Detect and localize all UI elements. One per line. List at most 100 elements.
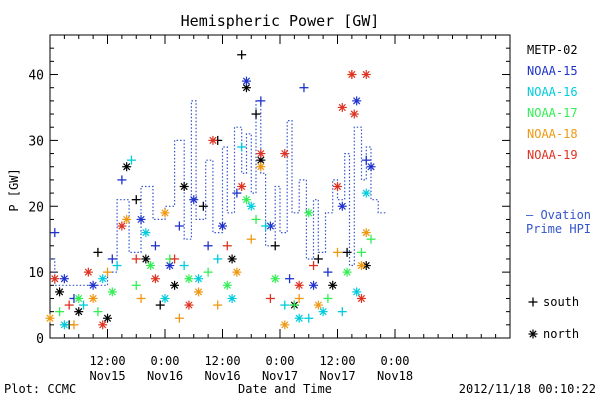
noaa-17-south-point [203, 267, 213, 277]
chart-title: Hemispheric Power [GW] [181, 12, 380, 30]
footer-timestamp: 2012/11/18 00:10:22 [459, 382, 596, 396]
metp-02-south-point [93, 247, 103, 257]
plot-frame [49, 34, 511, 339]
noaa-16-south-point [126, 155, 136, 165]
noaa-16-north-point [352, 287, 362, 297]
noaa-19-south-point [222, 241, 232, 251]
noaa-17-north-point [342, 267, 352, 277]
y-tick-label: 20 [28, 200, 44, 215]
legend-entry-noaa-19: NOAA-19 [527, 148, 578, 162]
noaa-16-south-point [179, 261, 189, 271]
legend-entry-noaa-16: NOAA-16 [527, 85, 578, 99]
noaa-17-south-point [366, 234, 376, 244]
axis-ticks: 01020304012:00Nov150:00Nov1612:00Nov160:… [28, 34, 511, 383]
noaa-16-south-point [79, 300, 89, 310]
noaa-15-north-point [309, 280, 319, 290]
noaa-19-north-point [349, 109, 359, 119]
legend-marker-north [528, 329, 538, 339]
x-tick-label-date: Nov17 [262, 369, 298, 383]
noaa-19-south-point [64, 300, 74, 310]
legend-ovation-line1: — Ovation [526, 208, 591, 222]
noaa-19-north-point [184, 300, 194, 310]
noaa-18-south-point [294, 293, 304, 303]
noaa-17-north-point [146, 261, 156, 271]
noaa-19-north-point [337, 102, 347, 112]
noaa-15-south-point [256, 96, 266, 106]
metp-02-north-point [55, 287, 65, 297]
noaa-17-north-point [222, 280, 232, 290]
noaa-17-north-point [304, 208, 314, 218]
noaa-18-south-point [213, 300, 223, 310]
noaa-17-south-point [323, 293, 333, 303]
noaa-15-south-point [285, 274, 295, 284]
noaa-19-north-point [50, 274, 60, 284]
x-tick-label-date: Nov16 [204, 369, 240, 383]
noaa-18-north-point [280, 320, 290, 330]
noaa-18-north-point [356, 261, 366, 271]
noaa-15-north-point [136, 214, 146, 224]
noaa-17-north-point [241, 195, 251, 205]
noaa-16-south-point [261, 221, 271, 231]
noaa-19-north-point [280, 149, 290, 159]
y-tick-label: 30 [28, 134, 44, 149]
noaa-17-south-point [93, 307, 103, 317]
x-tick-label-date: Nov16 [147, 369, 183, 383]
noaa-18-north-point [232, 267, 242, 277]
noaa-15-north-point [337, 201, 347, 211]
noaa-19-north-point [356, 293, 366, 303]
noaa-15-north-point [165, 261, 175, 271]
footer-credit: Plot: CCMC [4, 382, 76, 396]
noaa-19-north-point [347, 70, 357, 80]
metp-02-south-point [251, 109, 261, 119]
legend-marker-label-north: north [543, 327, 579, 341]
metp-02-north-point [170, 280, 180, 290]
y-tick-label: 10 [28, 266, 44, 281]
x-tick-label-time: 0:00 [266, 354, 295, 368]
noaa-15-south-point [150, 241, 160, 251]
noaa-15-north-point [88, 280, 98, 290]
noaa-16-north-point [59, 320, 69, 330]
metp-02-south-point [131, 195, 141, 205]
noaa-19-north-point [256, 149, 266, 159]
noaa-15-north-point [241, 76, 251, 86]
metp-02-north-point [122, 162, 132, 172]
noaa-16-north-point [194, 274, 204, 284]
noaa-19-south-point [265, 293, 275, 303]
noaa-15-south-point [323, 267, 333, 277]
noaa-17-south-point [131, 280, 141, 290]
metp-02-south-point [313, 254, 323, 264]
noaa-17-south-point [55, 307, 65, 317]
x-tick-label-time: 12:00 [319, 354, 355, 368]
satellite-points-layer [45, 50, 376, 330]
metp-02-north-point [74, 307, 84, 317]
noaa-19-north-point [294, 280, 304, 290]
y-tick-label: 40 [28, 69, 44, 84]
x-tick-label-time: 12:00 [89, 354, 125, 368]
noaa-16-south-point [280, 300, 290, 310]
legend-entry-noaa-18: NOAA-18 [527, 127, 578, 141]
noaa-15-south-point [203, 241, 213, 251]
noaa-19-south-point [131, 254, 141, 264]
noaa-17-north-point [107, 287, 117, 297]
noaa-17-south-point [356, 247, 366, 257]
noaa-18-south-point [69, 320, 79, 330]
noaa-15-south-point [117, 175, 127, 185]
x-tick-label-time: 0:00 [381, 354, 410, 368]
noaa-19-north-point [117, 221, 127, 231]
noaa-16-south-point [337, 307, 347, 317]
metp-02-north-point [328, 280, 338, 290]
noaa-16-north-point [361, 188, 371, 198]
legend-ovation-line2: Prime HPI [526, 222, 591, 236]
noaa-15-north-point [366, 162, 376, 172]
legend-entry-noaa-17: NOAA-17 [527, 106, 578, 120]
noaa-19-north-point [361, 70, 371, 80]
noaa-16-south-point [237, 142, 247, 152]
noaa-18-south-point [333, 247, 342, 257]
x-axis-label: Date and Time [238, 382, 332, 396]
noaa-18-north-point [313, 300, 323, 310]
metp-02-north-point [103, 313, 112, 323]
noaa-17-south-point [251, 214, 261, 224]
noaa-16-north-point [294, 313, 304, 323]
legend-entry-metp-02: METP-02 [527, 43, 578, 57]
noaa-19-south-point [309, 261, 319, 271]
